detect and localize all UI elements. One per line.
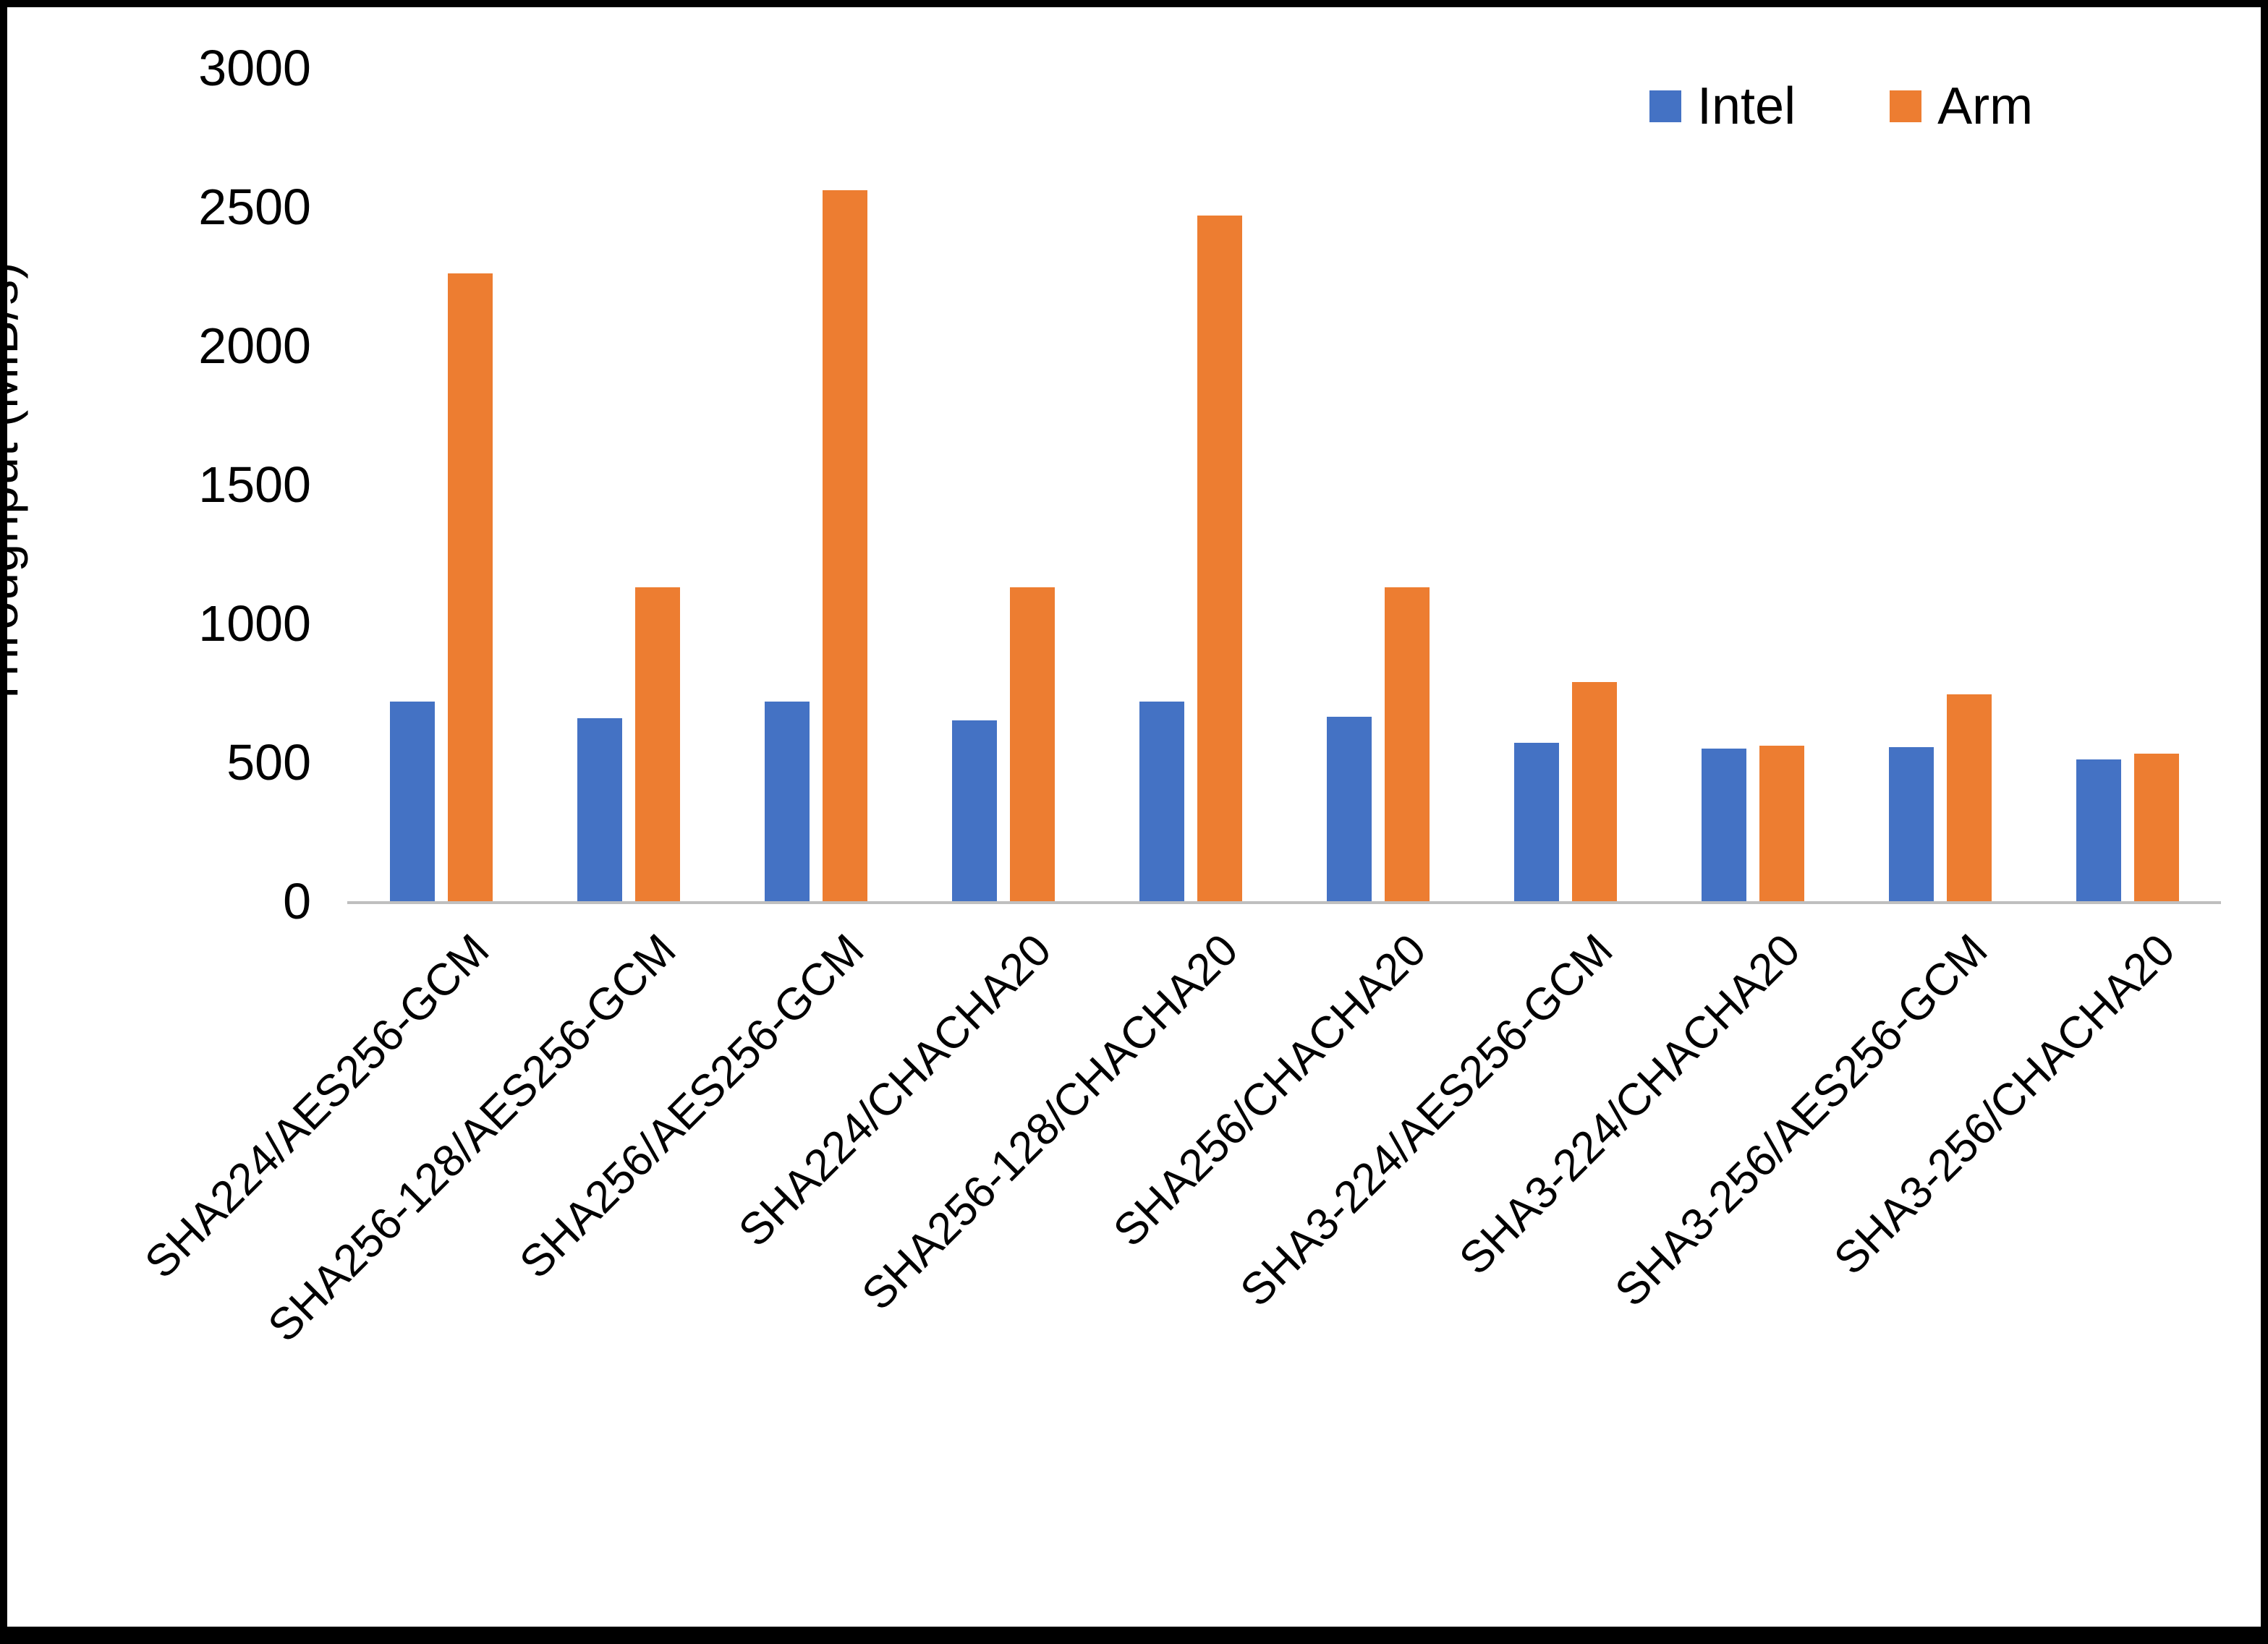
bar-arm [2133,754,2179,901]
x-category-label: SHA3-256/AES256-GCM [1606,924,1997,1316]
legend: Intel Arm [1649,77,2033,136]
bar-intel [1888,746,1934,901]
x-category-label: SHA3-224/AES256-GCM [1231,924,1623,1316]
bar-arm [634,587,680,901]
bar-intel [2076,759,2121,901]
bar-intel [1513,743,1559,901]
bar-intel [577,717,622,901]
bar-arm [1009,587,1055,901]
plot-area [347,68,2221,904]
bar-arm [1946,694,1992,901]
bar-arm [1759,745,1804,901]
x-category-label: SHA3-224/CHACHA20 [1450,924,1810,1285]
y-tick-label: 2500 [198,179,311,235]
y-tick-label: 3000 [198,40,311,96]
bar-arm [1197,215,1242,901]
x-category-label: SHA224/CHACHA20 [729,924,1061,1256]
x-category-label: SHA256-128/AES256-GCM [259,924,686,1352]
bar-intel [1701,748,1746,901]
bar-arm [1384,587,1430,901]
y-tick-label: 500 [226,734,311,791]
bar-arm [447,273,493,901]
legend-label-intel: Intel [1697,77,1796,135]
x-category-label: SHA256/AES256-GCM [509,924,873,1288]
y-tick-label: 2000 [198,318,311,374]
bar-intel [1139,701,1184,901]
y-axis-title: Throughput (MiB/s) [0,261,28,708]
y-tick-label: 0 [283,873,311,929]
bar-intel [1326,716,1372,901]
x-category-label: SHA256-128/CHACHA20 [853,924,1248,1320]
y-tick-label: 1500 [198,456,311,513]
bar-intel [951,720,997,901]
legend-item-intel: Intel [1649,77,1796,136]
bar-intel [764,701,810,901]
x-axis-category-labels: SHA224/AES256-GCM SHA256-128/AES256-GCM SH… [135,924,2221,1611]
legend-swatch-arm-icon [1890,90,1922,122]
legend-label-arm: Arm [1937,77,2034,135]
legend-item-arm: Arm [1890,77,2033,136]
x-category-label: SHA256/CHACHA20 [1103,924,1435,1256]
bar-intel [389,701,435,901]
x-category-label: SHA3-256/CHACHA20 [1825,924,2185,1285]
y-axis-tick-labels: 0 500 1000 1500 2000 2500 3000 [94,40,311,929]
y-tick-label: 1000 [198,595,311,652]
legend-swatch-intel-icon [1649,90,1681,122]
bar-arm [822,189,867,901]
bar-arm [1571,681,1617,901]
x-category-label: SHA224/AES256-GCM [135,924,498,1288]
